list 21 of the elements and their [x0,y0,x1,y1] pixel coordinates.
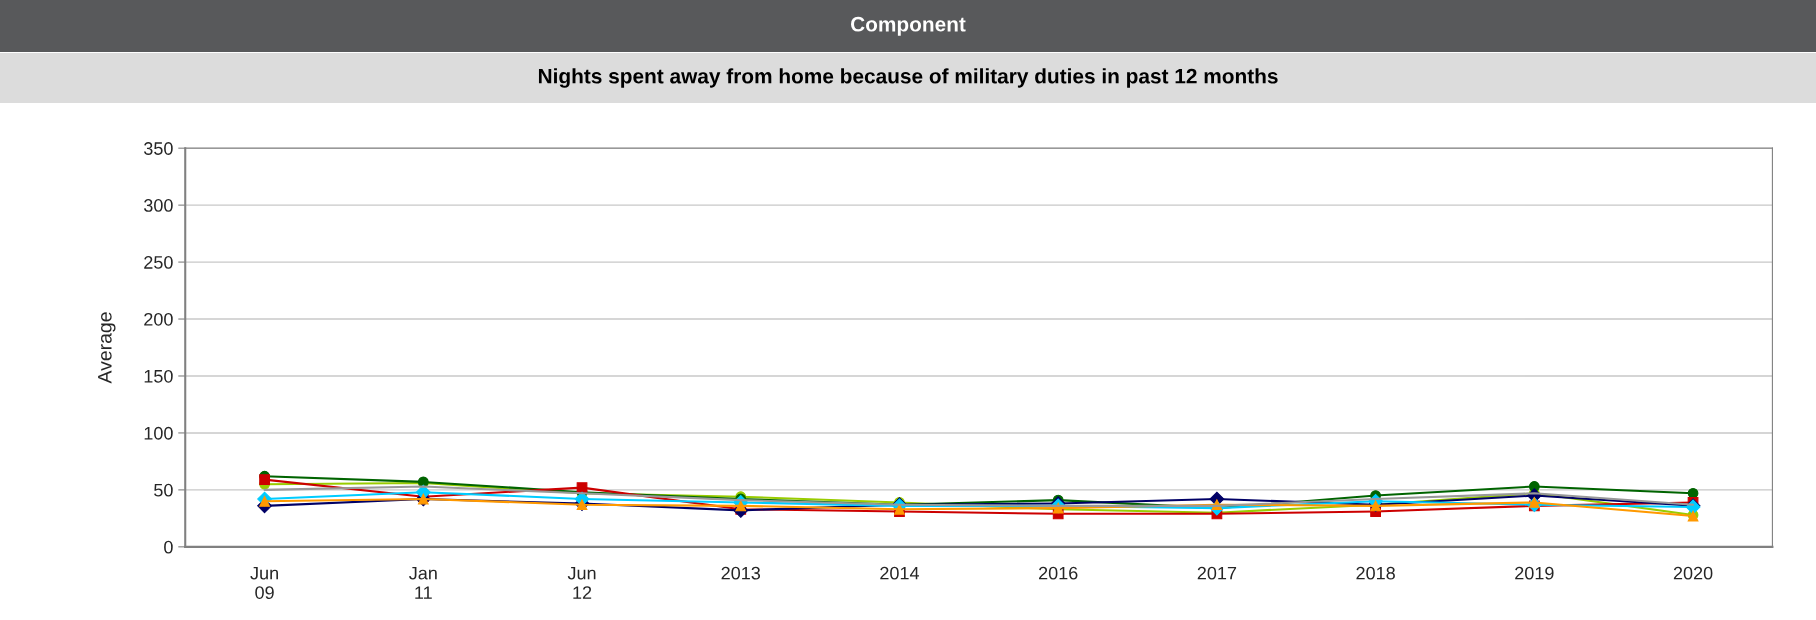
chart-title: Component [851,16,966,36]
y-tick-label: 350 [143,142,173,155]
x-tick-label: 2019 [1515,566,1554,580]
x-tick-label: 2013 [721,566,761,580]
x-tick-label: 2018 [1356,566,1395,580]
x-tick-label: Jan 11 [409,566,437,599]
x-tick-label: 2017 [1197,566,1237,580]
y-axis-title: Average [98,312,116,384]
x-tick-label: 2014 [880,566,920,580]
chart-subtitle: Nights spent away from home because of military duties in past 12 months [538,68,1278,88]
x-tick-label: 2020 [1673,566,1713,580]
y-tick-label: 150 [144,369,173,383]
x-tick-label: 2016 [1039,566,1078,580]
y-tick-label: 0 [164,540,173,554]
x-tick-label: Jun 12 [567,566,596,599]
y-tick-label: 300 [143,199,173,212]
y-tick-label: 200 [144,312,173,326]
x-tick-label: Jun 09 [250,566,278,599]
y-tick-label: 50 [154,483,173,497]
y-tick-label: 100 [144,426,173,440]
y-tick-label: 250 [144,256,173,269]
